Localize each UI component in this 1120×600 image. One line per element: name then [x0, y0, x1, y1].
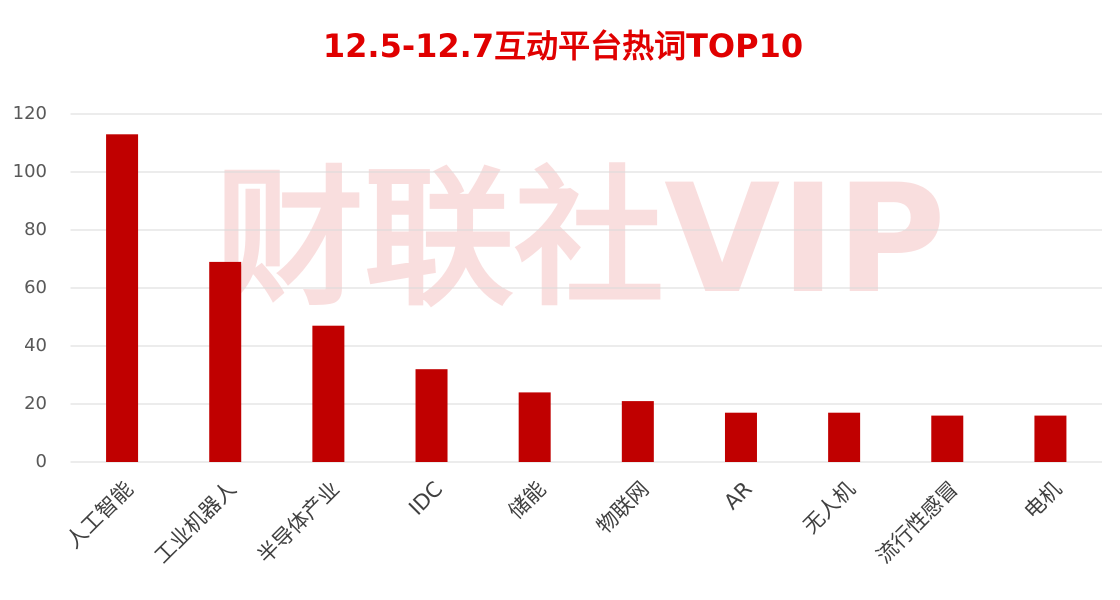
y-tick-label: 20: [24, 393, 47, 414]
bar: [106, 134, 139, 463]
bar: [931, 415, 964, 462]
y-tick-label: 60: [24, 277, 47, 298]
y-tick-label: 120: [13, 103, 47, 124]
y-tick-label: 80: [24, 219, 47, 240]
bar: [518, 392, 551, 462]
y-tick-label: 40: [24, 335, 47, 356]
chart-title: 12.5-12.7互动平台热词TOP10: [323, 27, 803, 65]
y-tick-label: 0: [36, 451, 47, 472]
bar: [724, 412, 757, 462]
bar: [828, 412, 861, 462]
y-tick-label: 100: [13, 161, 47, 182]
bar: [415, 369, 448, 462]
bar: [1034, 415, 1067, 462]
bar: [209, 261, 242, 462]
bar: [621, 401, 654, 462]
watermark: 财联社VIP: [214, 153, 946, 327]
bar: [312, 325, 345, 462]
